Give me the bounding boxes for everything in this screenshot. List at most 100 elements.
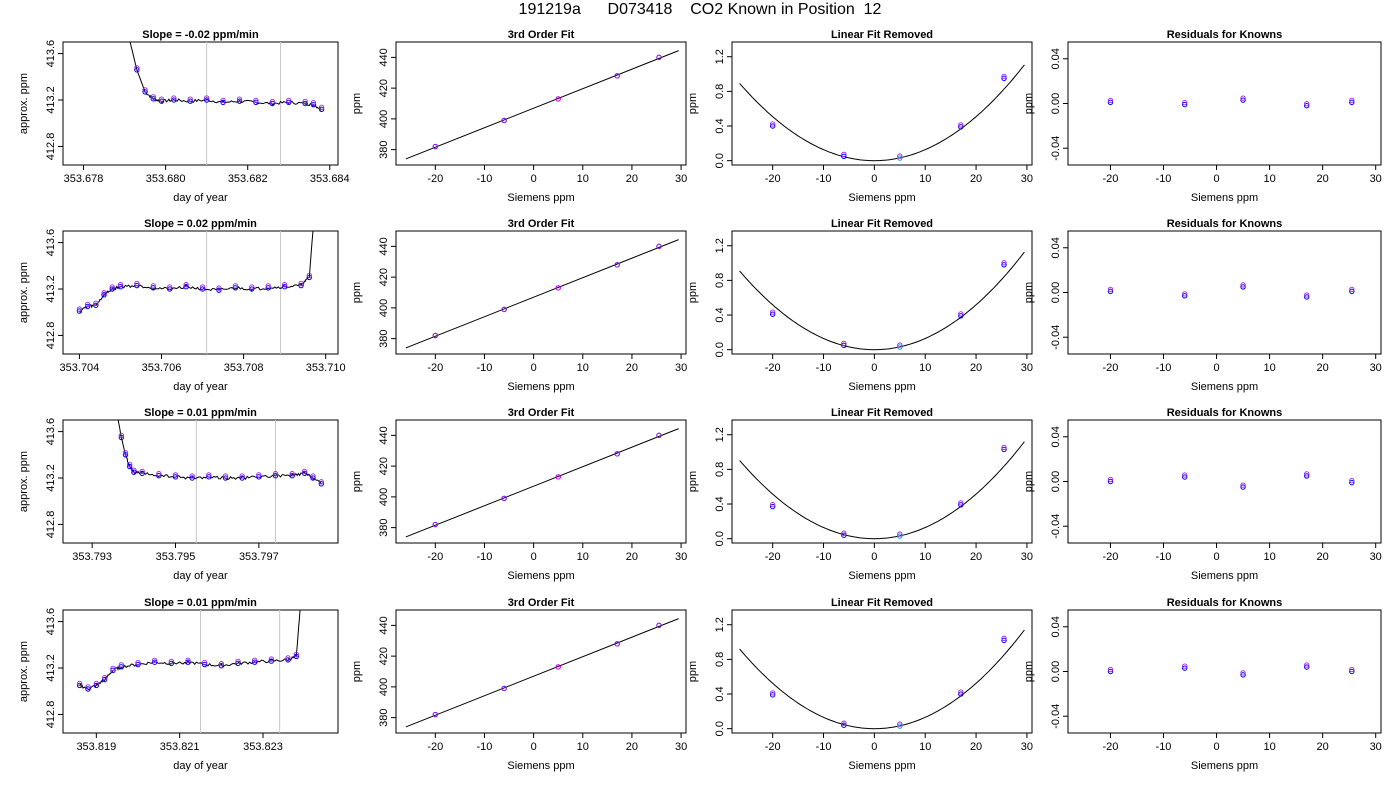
data-point: [256, 474, 262, 480]
data-point: [1240, 672, 1246, 678]
data-point-known: [555, 664, 561, 670]
y-axis-label: ppm: [1023, 282, 1035, 303]
x-tick-label: -20: [1102, 173, 1118, 185]
data-point-known: [656, 243, 662, 250]
x-tick-label: 20: [970, 362, 982, 374]
x-tick-label: 20: [626, 362, 638, 374]
x-tick-label: 0: [871, 173, 877, 185]
fit-curve: [405, 239, 679, 349]
data-point: [265, 285, 271, 291]
x-tick-label: 10: [919, 173, 931, 185]
data-point: [201, 661, 208, 668]
y-tick-label: 0.4: [714, 307, 726, 322]
x-tick-label: 353.684: [310, 173, 350, 185]
data-point: [76, 682, 83, 689]
y-tick-label: 0.0: [714, 342, 726, 357]
y-tick-label: 0.04: [1050, 616, 1062, 637]
data-point: [769, 503, 776, 510]
data-point: [199, 286, 206, 292]
y-axis-label: approx. ppm: [18, 641, 30, 702]
y-axis-label: approx. ppm: [18, 73, 30, 134]
x-tick-label: -20: [765, 173, 781, 185]
data-point: [301, 470, 308, 477]
data-point-known: [1107, 476, 1114, 483]
data-point-known: [1107, 97, 1114, 104]
data-point: [232, 285, 239, 291]
panel-resid-row-4: Residuals for Knowns -20 -10 0 10 20 30 -0.04 0.…: [1023, 597, 1382, 772]
y-tick-label: 1.2: [714, 617, 726, 632]
data-point: [151, 659, 158, 665]
y-axis-label: ppm: [351, 661, 363, 682]
x-tick-label: 10: [1263, 173, 1275, 185]
data-point-known: [318, 479, 324, 485]
panel-title: Slope = -0.02 ppm/min: [142, 29, 259, 41]
x-tick-label: -10: [477, 362, 493, 374]
plot-frame: [1067, 41, 1382, 166]
data-point-known: [958, 689, 964, 695]
x-tick-label: 10: [919, 741, 931, 753]
x-tick-label: 353.797: [239, 551, 279, 563]
residual-curve: [739, 251, 1025, 351]
x-tick-label: -10: [816, 362, 832, 374]
y-tick-label: 413.6: [45, 418, 57, 446]
data-point-known: [1304, 101, 1310, 107]
x-tick-label: 10: [577, 173, 589, 185]
x-tick-label: 10: [919, 362, 931, 374]
data-point-known: [1240, 670, 1246, 676]
data-point-known: [220, 97, 226, 103]
data-point-known: [115, 410, 119, 414]
x-tick-label: 353.821: [160, 741, 200, 753]
data-point-known: [298, 280, 304, 287]
data-point-known: [770, 121, 776, 127]
data-point-known: [187, 96, 193, 102]
data-point-known: [310, 100, 317, 106]
fit-curve: [405, 618, 679, 728]
y-axis-label: ppm: [1023, 93, 1035, 114]
y-tick-label: 412.8: [45, 322, 57, 350]
x-tick-label: 353.682: [228, 173, 268, 185]
data-point: [187, 98, 193, 104]
data-point-known: [1304, 292, 1310, 298]
data-point: [1107, 478, 1114, 485]
data-point-known: [253, 97, 259, 103]
panel-title: Slope = 0.01 ppm/min: [144, 407, 257, 419]
data-point-known: [235, 658, 241, 665]
data-point-known: [142, 87, 148, 93]
panel-title: 3rd Order Fit: [508, 29, 575, 41]
data-point: [897, 344, 903, 350]
concentration-trace: [117, 420, 322, 485]
x-tick-label: -10: [477, 741, 493, 753]
data-point: [183, 283, 189, 290]
y-axis-label: approx. ppm: [18, 262, 30, 323]
data-point: [269, 100, 276, 107]
data-point: [216, 287, 222, 293]
y-tick-label: 0.00: [1050, 282, 1062, 303]
data-point: [958, 502, 964, 508]
data-point: [1182, 665, 1188, 671]
data-point: [769, 311, 776, 317]
panel-linear-row-4: Linear Fit Removed -20 -10 0 10 20 30 0.0 0.4 0.8…: [687, 597, 1033, 772]
x-tick-label: 30: [1370, 362, 1382, 374]
data-point-known: [1001, 73, 1007, 80]
data-point-known: [281, 282, 288, 288]
data-point-known: [93, 680, 99, 687]
data-point-known: [432, 711, 438, 718]
y-tick-label: 413.2: [45, 275, 57, 303]
data-point-known: [85, 684, 91, 690]
data-point-known: [1001, 260, 1007, 266]
data-point: [76, 308, 83, 314]
data-point-known: [318, 104, 325, 110]
x-tick-label: 20: [626, 551, 638, 563]
concentration-trace: [79, 610, 301, 691]
data-point: [171, 97, 177, 103]
data-point: [118, 434, 125, 441]
data-point-known: [204, 95, 210, 101]
x-tick-label: 20: [1317, 362, 1329, 374]
data-point: [251, 659, 258, 665]
plot-frame: [731, 419, 1033, 544]
x-tick-label: 0: [1213, 741, 1219, 753]
data-point-known: [249, 284, 255, 290]
plot-frame: [731, 230, 1033, 355]
data-point-known: [168, 658, 174, 665]
data-point-known: [958, 311, 964, 317]
